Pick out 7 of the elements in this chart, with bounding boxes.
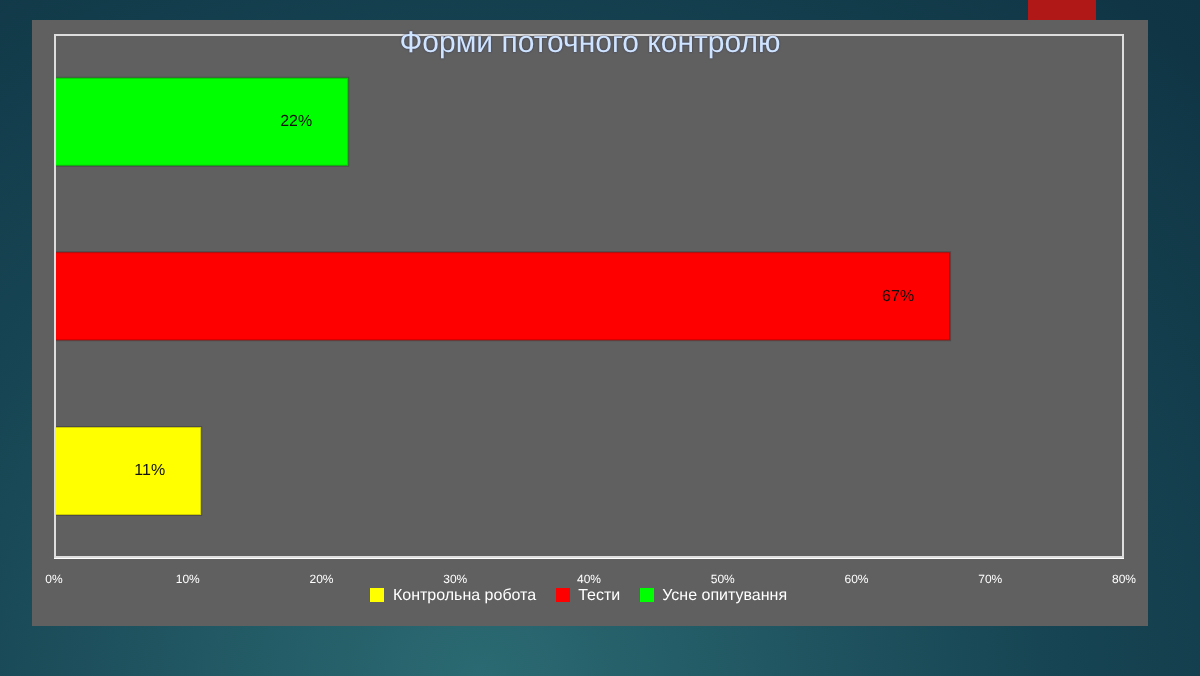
- legend-label: Усне опитування: [662, 586, 788, 604]
- data-label: 22%: [280, 111, 313, 130]
- legend-label: Контрольна робота: [392, 586, 537, 604]
- data-label: 67%: [882, 286, 915, 305]
- data-label: 11%: [134, 461, 166, 480]
- chart-title: Форми поточного контролю: [397, 26, 783, 60]
- legend-label: Тести: [578, 586, 621, 604]
